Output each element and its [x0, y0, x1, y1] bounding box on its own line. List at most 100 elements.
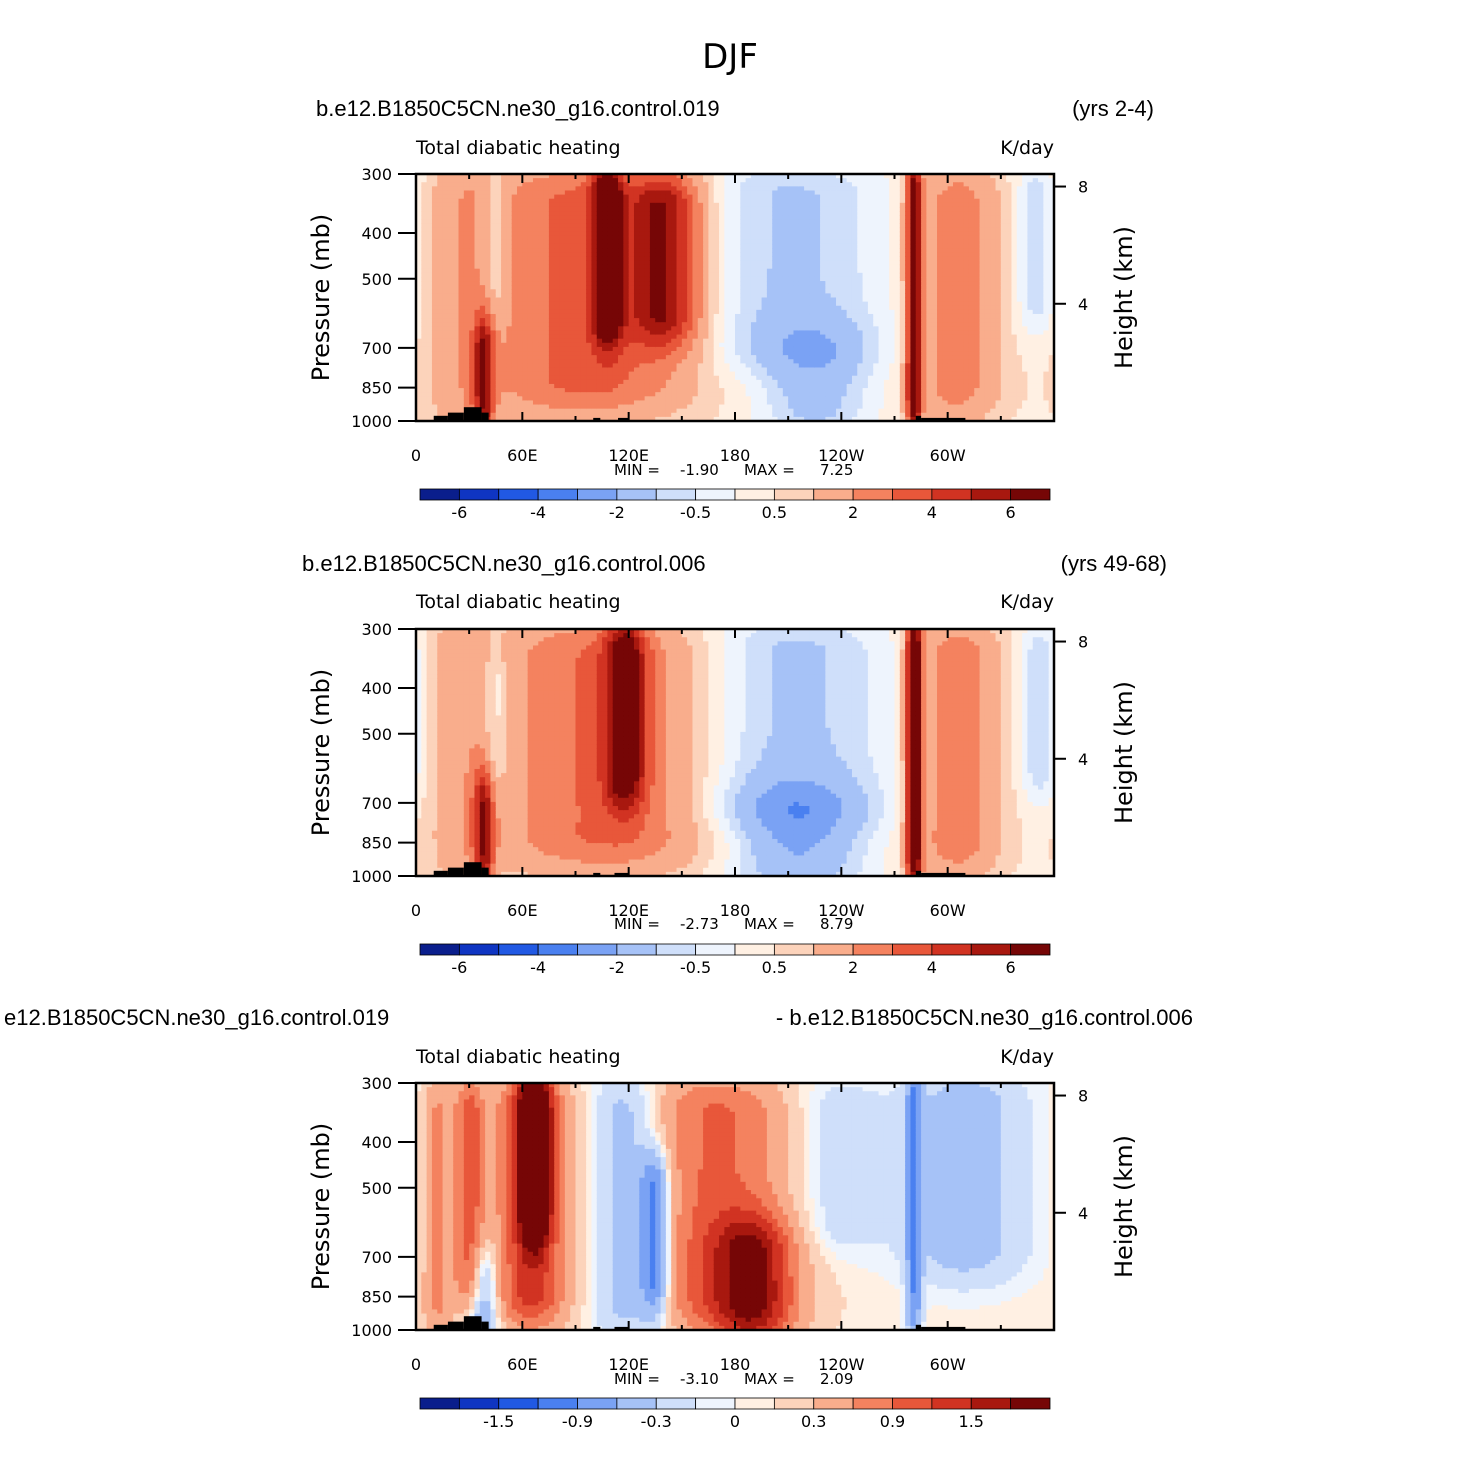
heatmap-cell: [793, 404, 800, 410]
heatmap-cell: [713, 400, 720, 406]
heatmap-cell: [437, 404, 444, 410]
heatmap-cell: [623, 202, 630, 208]
heatmap-cell: [745, 379, 752, 385]
heatmap-cell: [756, 301, 763, 307]
heatmap-cell: [782, 297, 789, 303]
heatmap-cell: [697, 388, 704, 393]
heatmap-cell: [841, 264, 848, 270]
heatmap-cell: [644, 198, 651, 204]
heatmap-cell: [463, 281, 470, 286]
heatmap-cell: [517, 219, 523, 224]
heatmap-cell: [437, 305, 444, 311]
heatmap-cell: [788, 383, 795, 389]
heatmap-cell: [564, 301, 571, 307]
heatmap-cell: [681, 268, 688, 274]
heatmap-cell: [633, 309, 640, 315]
panel-0-case-right: (yrs 2-4): [1072, 96, 1154, 121]
heatmap-cell: [846, 227, 853, 233]
heatmap-cell: [750, 239, 757, 245]
heatmap-cell: [735, 388, 741, 393]
heatmap-cell: [522, 268, 529, 274]
heatmap-cell: [442, 190, 449, 196]
heatmap-cell: [687, 355, 694, 360]
heatmap-cell: [671, 281, 678, 286]
heatmap-cell: [766, 219, 773, 224]
heatmap-cell: [564, 178, 571, 183]
heatmap-cell: [501, 194, 507, 200]
heatmap-cell: [532, 268, 539, 274]
heatmap-cell: [851, 186, 858, 192]
heatmap-cell: [485, 388, 492, 393]
heatmap-cell: [798, 219, 805, 224]
heatmap-cell: [841, 215, 848, 220]
heatmap-cell: [517, 326, 523, 332]
heatmap-cell: [559, 313, 566, 319]
heatmap-cell: [447, 330, 454, 336]
heatmap-cell: [719, 313, 725, 319]
heatmap-cell: [719, 248, 725, 253]
heatmap-cell: [766, 318, 773, 323]
heatmap-cell: [809, 194, 816, 200]
heatmap-cell: [543, 285, 550, 290]
heatmap-cell: [660, 231, 667, 237]
heatmap-cell: [580, 371, 587, 377]
heatmap-cell: [846, 186, 853, 192]
heatmap-cell: [649, 272, 656, 278]
heatmap-cell: [649, 178, 656, 183]
heatmap-cell: [756, 243, 763, 249]
heatmap-cell: [506, 309, 513, 315]
heatmap-cell: [623, 400, 630, 406]
heatmap-cell: [442, 289, 449, 294]
heatmap-cell: [421, 318, 428, 323]
heatmap-cell: [437, 206, 444, 212]
heatmap-cell: [479, 359, 486, 364]
heatmap-cell: [851, 198, 858, 204]
heatmap-cell: [633, 198, 640, 204]
heatmap-cell: [469, 182, 476, 187]
heatmap-cell: [416, 305, 422, 311]
heatmap-cell: [548, 231, 555, 237]
heatmap-cell: [777, 379, 784, 385]
heatmap-cell: [495, 293, 502, 299]
heatmap-cell: [517, 330, 523, 336]
heatmap-cell: [607, 338, 614, 344]
heatmap-cell: [697, 355, 704, 360]
heatmap-cell: [421, 412, 428, 418]
heatmap-cell: [681, 392, 688, 397]
heatmap-cell: [804, 334, 811, 340]
heatmap-cell: [575, 206, 582, 212]
heatmap-cell: [543, 309, 550, 315]
heatmap-cell: [841, 297, 848, 303]
heatmap-cell: [676, 276, 683, 282]
heatmap-cell: [809, 272, 816, 278]
heatmap-cell: [485, 182, 492, 187]
heatmap-cell: [501, 359, 507, 364]
heatmap-cell: [618, 379, 624, 385]
heatmap-cell: [804, 318, 811, 323]
heatmap-cell: [527, 252, 534, 257]
heatmap-cell: [421, 178, 428, 183]
heatmap-cell: [527, 248, 534, 253]
heatmap-cell: [692, 309, 699, 315]
heatmap-cell: [639, 235, 646, 241]
heatmap-cell: [830, 252, 837, 257]
heatmap-cell: [602, 248, 608, 253]
heatmap-cell: [740, 322, 747, 327]
heatmap-cell: [517, 363, 523, 369]
heatmap-cell: [633, 252, 640, 257]
heatmap-cell: [532, 264, 539, 270]
heatmap-cell: [697, 206, 704, 212]
heatmap-cell: [777, 174, 784, 179]
heatmap-cell: [772, 260, 779, 266]
heatmap-cell: [437, 186, 444, 192]
heatmap-cell: [745, 297, 752, 303]
heatmap-cell: [607, 248, 614, 253]
heatmap-cell: [591, 400, 598, 406]
heatmap-cell: [825, 305, 832, 311]
heatmap-cell: [793, 252, 800, 257]
heatmap-cell: [644, 379, 651, 385]
heatmap-cell: [697, 416, 704, 422]
heatmap-cell: [501, 243, 507, 249]
heatmap-cell: [793, 363, 800, 369]
heatmap-cell: [416, 289, 422, 294]
